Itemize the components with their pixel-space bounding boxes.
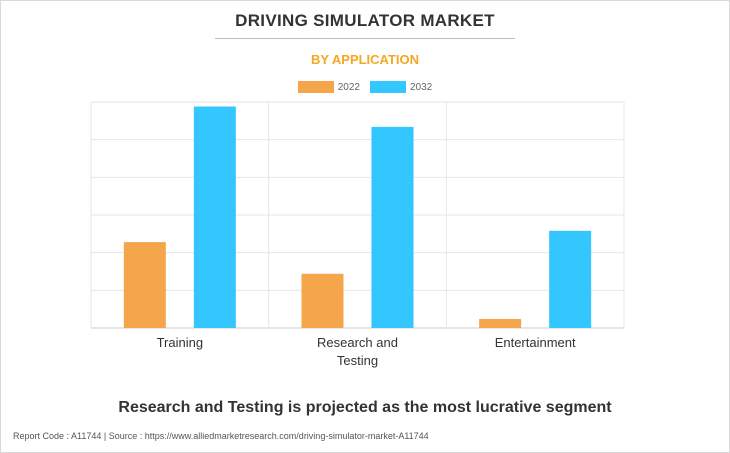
x-tick-label: Training xyxy=(157,335,203,350)
legend-swatch-2022 xyxy=(297,81,334,93)
legend-label-2022: 2022 xyxy=(337,81,360,93)
bar-2022-0 xyxy=(123,242,166,328)
title-divider xyxy=(215,38,515,39)
legend-item-2032[interactable]: 2032 xyxy=(370,81,432,93)
legend-item-2022[interactable]: 2022 xyxy=(297,81,360,93)
legend-swatch-2032 xyxy=(370,81,406,93)
bar-2032-2 xyxy=(549,230,592,328)
bar-2032-1 xyxy=(371,126,414,328)
legend: 2022 2032 xyxy=(1,81,729,93)
bar-2032-0 xyxy=(193,106,236,329)
chart-note: Research and Testing is projected as the… xyxy=(118,399,612,416)
report-footer: Report Code : A11744 | Source : https://… xyxy=(13,431,429,441)
bar-2022-1 xyxy=(301,273,344,328)
bar-2022-2 xyxy=(479,318,522,328)
x-tick-label: Research and Testing xyxy=(317,335,398,368)
legend-label-2032: 2032 xyxy=(410,81,433,93)
chart-title: DRIVING SIMULATOR MARKET xyxy=(235,11,495,30)
x-tick-label: Entertainment xyxy=(495,335,576,350)
bar-chart: Training Research and Testing Entertainment xyxy=(90,101,625,368)
chart-subtitle: BY APPLICATION xyxy=(310,52,420,67)
